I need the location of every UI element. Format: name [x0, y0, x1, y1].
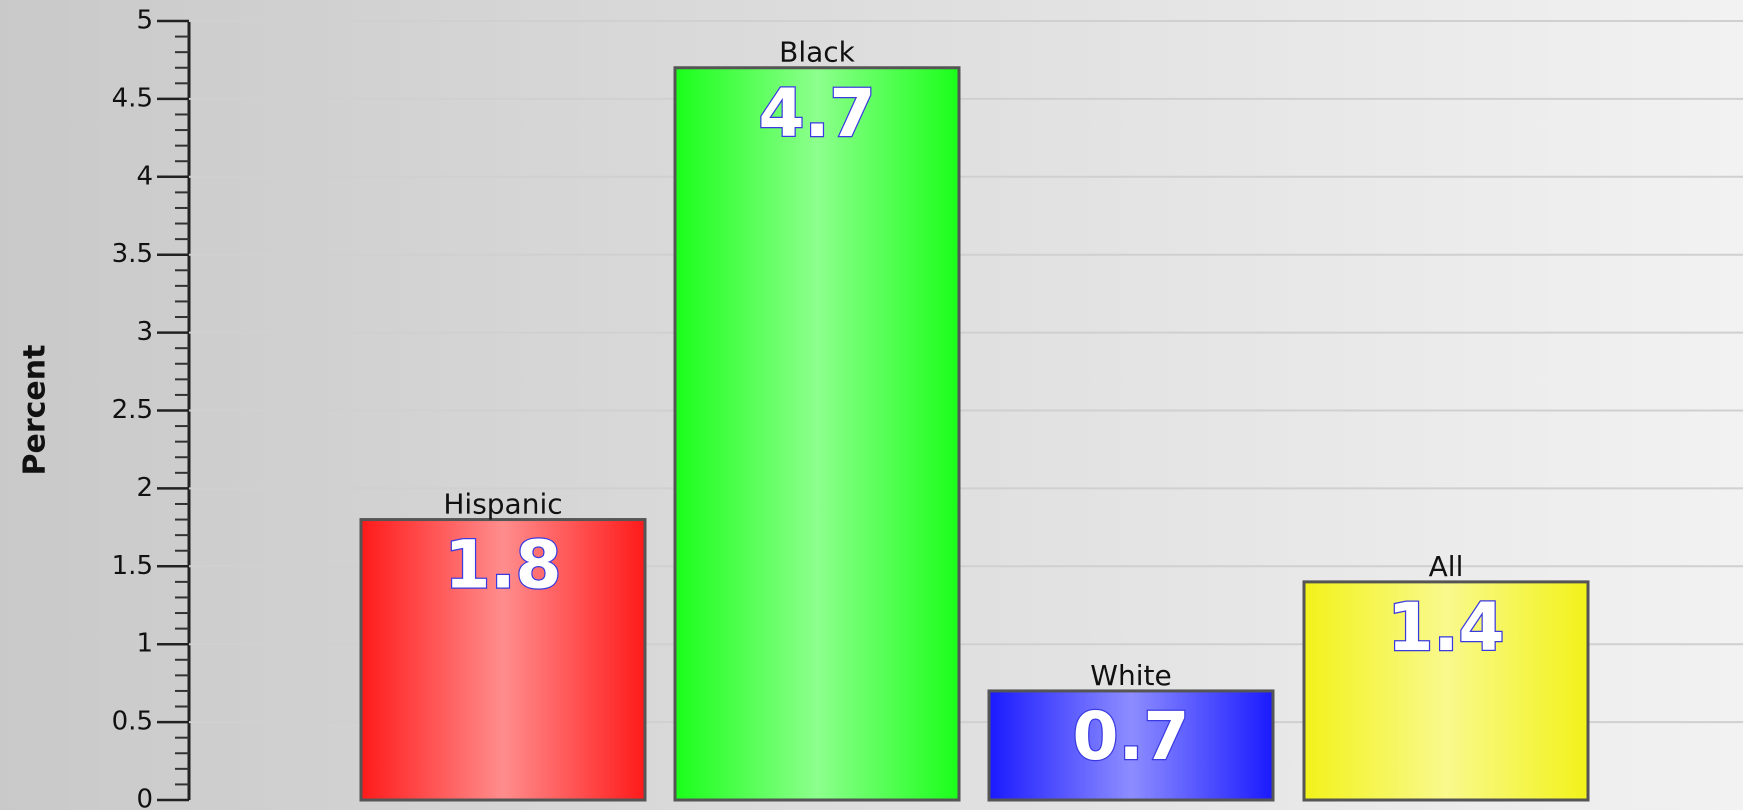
- category-label: Black: [779, 36, 856, 69]
- y-tick-label: 2.5: [112, 395, 153, 425]
- value-label: 0.7: [1073, 698, 1190, 775]
- bar: [987, 689, 1275, 802]
- bar: [673, 66, 961, 802]
- y-tick-label: 3.5: [112, 239, 153, 269]
- y-tick-label: 0: [136, 785, 153, 810]
- category-label: All: [1429, 550, 1464, 583]
- value-label: 4.7: [759, 75, 876, 152]
- bar: [1302, 580, 1590, 802]
- y-axis-label: Percent: [18, 345, 53, 476]
- y-tick-label: 4: [136, 161, 153, 191]
- value-label: 1.8: [445, 527, 562, 604]
- y-tick-label: 2: [136, 473, 153, 503]
- category-label: White: [1090, 659, 1171, 692]
- y-tick-label: 1: [136, 629, 153, 659]
- value-label: 1.4: [1388, 589, 1505, 666]
- y-tick-label: 4.5: [112, 83, 153, 113]
- y-tick-label: 1.5: [112, 551, 153, 581]
- y-tick-label: 3: [136, 317, 153, 347]
- y-tick-label: 0.5: [112, 707, 153, 737]
- bar: [359, 518, 647, 802]
- y-tick-label: 5: [136, 6, 153, 36]
- category-label: Hispanic: [443, 488, 562, 521]
